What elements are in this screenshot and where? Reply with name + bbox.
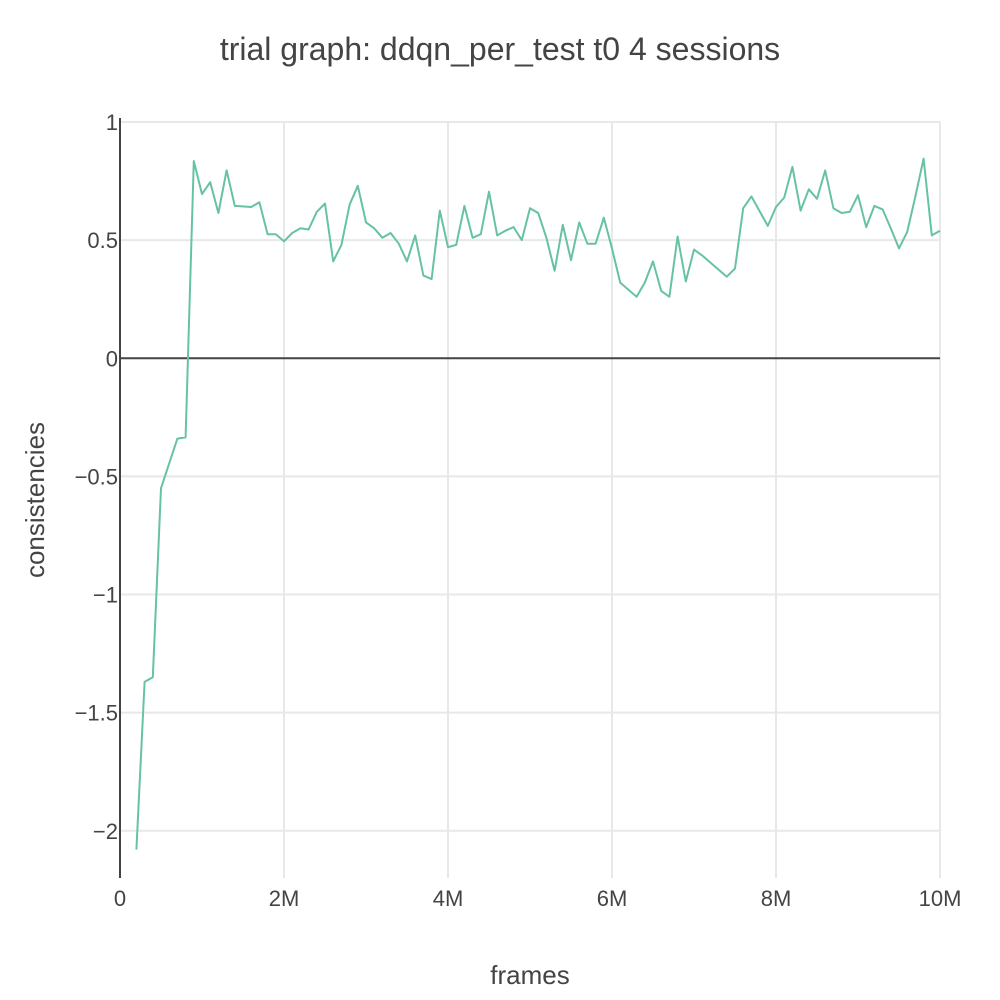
y-axis-title: consistencies <box>20 422 50 578</box>
x-tick-label: 10M <box>919 886 962 911</box>
y-tick-label: −0.5 <box>75 464 118 489</box>
y-tick-label: 0 <box>106 346 118 371</box>
x-tick-label: 8M <box>761 886 792 911</box>
x-axis-title: frames <box>490 960 569 990</box>
x-tick-label: 2M <box>269 886 300 911</box>
y-tick-label: 1 <box>106 110 118 135</box>
series-line <box>135 157 941 850</box>
y-tick-label: −1.5 <box>75 701 118 726</box>
x-tick-label: 0 <box>114 886 126 911</box>
chart-title: trial graph: ddqn_per_test t0 4 sessions <box>220 31 780 67</box>
axes <box>119 118 940 878</box>
x-tick-label: 6M <box>597 886 628 911</box>
y-tick-label: 0.5 <box>87 228 118 253</box>
series-lines <box>135 157 941 850</box>
tick-labels: 0 2M 4M 6M 8M 10M 1 0.5 0 −0.5 −1 −1.5 −2 <box>75 110 962 911</box>
y-tick-label: −1 <box>93 583 118 608</box>
y-tick-label: −2 <box>93 819 118 844</box>
x-tick-label: 4M <box>433 886 464 911</box>
